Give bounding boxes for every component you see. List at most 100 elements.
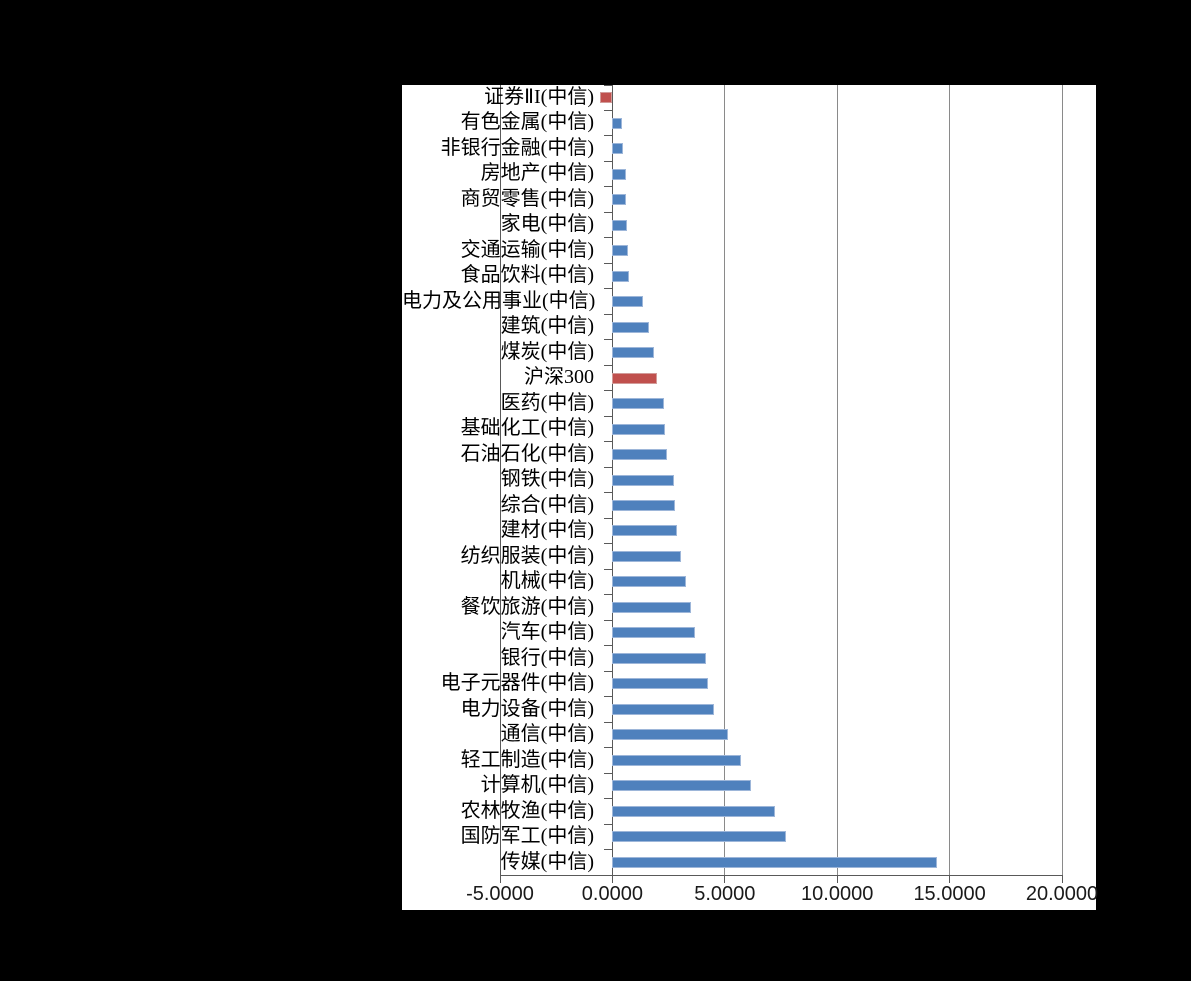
x-tick-label: -5.0000 xyxy=(466,883,534,905)
axis-layer xyxy=(402,84,1096,910)
x-tick xyxy=(1061,875,1063,883)
category-tick xyxy=(604,160,613,162)
category-label: 餐饮旅游(中信) xyxy=(460,595,594,618)
category-label: 证券ⅡI(中信) xyxy=(484,86,594,108)
category-label: 钢铁(中信) xyxy=(500,468,594,491)
bar-传媒(中信) xyxy=(612,856,938,868)
bar-电力及公用事业(中信) xyxy=(612,296,644,308)
bar-综合(中信) xyxy=(612,499,676,511)
bar-煤炭(中信) xyxy=(612,347,655,359)
bar-计算机(中信) xyxy=(612,780,752,792)
bar-建材(中信) xyxy=(612,525,678,537)
category-tick xyxy=(604,364,613,366)
category-label: 非银行金融(中信) xyxy=(440,136,594,159)
category-tick xyxy=(604,237,613,239)
bar-石油石化(中信) xyxy=(612,449,668,461)
category-label: 国防军工(中信) xyxy=(460,825,594,848)
bar-国防军工(中信) xyxy=(612,831,786,843)
x-tick xyxy=(949,875,951,883)
bar-银行(中信) xyxy=(612,652,707,664)
category-tick xyxy=(604,186,613,188)
value-axis-labels: -5.0000 0.0000 5.0000 10.0000 15.0000 20.0000 xyxy=(402,85,1098,910)
category-tick xyxy=(604,492,613,494)
category-axis-labels: 证券ⅡI(中信) 有色金属(中信) 非银行金融(中信) 房地产(中信) 商贸零售(中信)… xyxy=(402,85,1096,910)
category-tick xyxy=(604,772,613,774)
category-tick xyxy=(604,84,613,86)
category-label: 基础化工(中信) xyxy=(460,417,594,440)
bar-食品饮料(中信) xyxy=(612,270,630,282)
bar-chart: 证券ⅡI(中信) 有色金属(中信) 非银行金融(中信) 房地产(中信) 商贸零售(中信)… xyxy=(402,84,1098,910)
category-label: 有色金属(中信) xyxy=(460,111,594,134)
category-label: 沪深300 xyxy=(524,366,594,389)
bar-医药(中信) xyxy=(612,398,664,410)
gridline xyxy=(724,85,726,875)
category-label: 通信(中信) xyxy=(500,723,594,746)
category-tick xyxy=(604,313,613,315)
x-tick-label: 15.0000 xyxy=(913,883,986,905)
bar-机械(中信) xyxy=(612,576,686,588)
category-tick xyxy=(604,849,613,851)
category-tick xyxy=(604,390,613,392)
bar-房地产(中信) xyxy=(612,168,627,180)
category-tick xyxy=(604,798,613,800)
category-label: 医药(中信) xyxy=(500,391,594,414)
bar-纺织服装(中信) xyxy=(612,550,681,562)
bar-农林牧渔(中信) xyxy=(612,805,776,817)
category-tick xyxy=(604,594,613,596)
category-label: 商贸零售(中信) xyxy=(460,187,594,210)
category-tick xyxy=(604,874,613,876)
category-tick xyxy=(604,696,613,698)
category-tick xyxy=(604,568,613,570)
x-axis-line xyxy=(500,875,1062,876)
category-label: 计算机(中信) xyxy=(480,774,594,797)
x-tick xyxy=(724,875,726,883)
category-tick xyxy=(604,441,613,443)
bar-沪深300 xyxy=(612,372,658,384)
gridline xyxy=(949,85,951,875)
x-tick xyxy=(611,875,613,883)
category-tick xyxy=(604,288,613,290)
bar-电力设备(中信) xyxy=(612,703,714,715)
category-tick xyxy=(604,415,613,417)
bar-商贸零售(中信) xyxy=(612,194,627,206)
category-label: 电力及公用事业(中信) xyxy=(402,289,596,312)
bar-家电(中信) xyxy=(612,219,628,231)
x-tick-label: 10.0000 xyxy=(801,883,874,905)
category-tick xyxy=(604,517,613,519)
gridline xyxy=(1061,85,1063,875)
bar-轻工制造(中信) xyxy=(612,754,741,766)
bar-有色金属(中信) xyxy=(612,117,623,129)
category-label: 农林牧渔(中信) xyxy=(460,799,594,822)
category-label: 纺织服装(中信) xyxy=(460,544,594,567)
bar-通信(中信) xyxy=(612,729,729,741)
category-tick xyxy=(604,211,613,213)
category-label: 机械(中信) xyxy=(500,570,594,593)
category-tick xyxy=(604,823,613,825)
bar-钢铁(中信) xyxy=(612,474,674,486)
category-tick xyxy=(604,466,613,468)
category-tick xyxy=(604,135,613,137)
category-label: 综合(中信) xyxy=(500,493,594,516)
category-tick xyxy=(604,721,613,723)
bar-证券ⅡI(中信) xyxy=(599,92,613,104)
category-label: 轻工制造(中信) xyxy=(460,748,594,771)
x-tick-label: 20.0000 xyxy=(1025,883,1099,905)
category-label: 煤炭(中信) xyxy=(500,340,594,363)
category-label: 食品饮料(中信) xyxy=(460,264,594,287)
bar-餐饮旅游(中信) xyxy=(612,601,692,613)
category-label: 石油石化(中信) xyxy=(460,442,594,465)
category-tick xyxy=(604,747,613,749)
category-label: 传媒(中信) xyxy=(500,850,594,873)
bar-交通运输(中信) xyxy=(612,245,629,257)
bar-基础化工(中信) xyxy=(612,423,666,435)
category-label: 交通运输(中信) xyxy=(460,238,594,261)
category-tick xyxy=(604,109,613,111)
plot-border-line xyxy=(499,85,501,875)
x-tick-label: 0.0000 xyxy=(581,883,643,905)
gridline xyxy=(836,85,838,875)
category-tick xyxy=(604,543,613,545)
category-tick xyxy=(604,262,613,264)
bar-电子元器件(中信) xyxy=(612,678,709,690)
category-label: 汽车(中信) xyxy=(500,621,594,644)
bar-非银行金融(中信) xyxy=(612,143,623,155)
